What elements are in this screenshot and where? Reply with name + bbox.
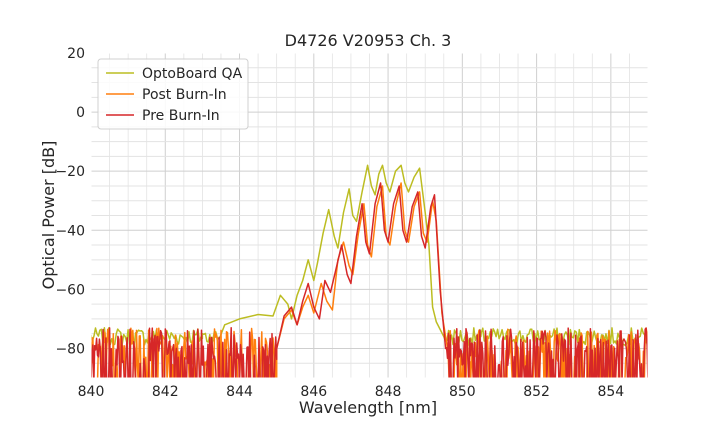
legend-box [97,58,249,130]
x-tick-label: 854 [597,384,624,400]
plot-frame [90,52,649,379]
x-tick-label: 844 [226,384,253,400]
y-tick-label: −20 [55,164,85,180]
x-tick-label: 842 [152,384,179,400]
y-tick-label: 0 [76,105,85,121]
x-tick-label: 848 [375,384,402,400]
x-tick-label: 846 [300,384,327,400]
x-tick-label: 840 [78,384,105,400]
x-tick-label: 852 [523,384,550,400]
y-tick-labels: −80 −60 −40 −20 0 20 [55,46,85,357]
legend: OptoBoard QA Post Burn-In Pre Burn-In [97,58,249,130]
y-tick-label: −80 [55,341,85,357]
x-tick-labels: 840 842 844 846 848 850 852 854 [78,384,625,400]
x-axis-label: Wavelength [nm] [299,398,437,417]
y-tick-label: −40 [55,223,85,239]
series-layer [91,164,648,378]
legend-label: OptoBoard QA [142,66,243,82]
x-tick-label: 850 [449,384,476,400]
chart-title: D4726 V20953 Ch. 3 [285,31,452,50]
legend-label: Post Burn-In [142,87,227,103]
series-line-2 [91,182,648,378]
y-tick-label: −60 [55,282,85,298]
legend-label: Pre Burn-In [142,108,220,124]
series-line-1 [91,182,648,378]
y-tick-label: 20 [67,46,85,62]
y-axis-label: Optical Power [dB] [39,141,58,290]
